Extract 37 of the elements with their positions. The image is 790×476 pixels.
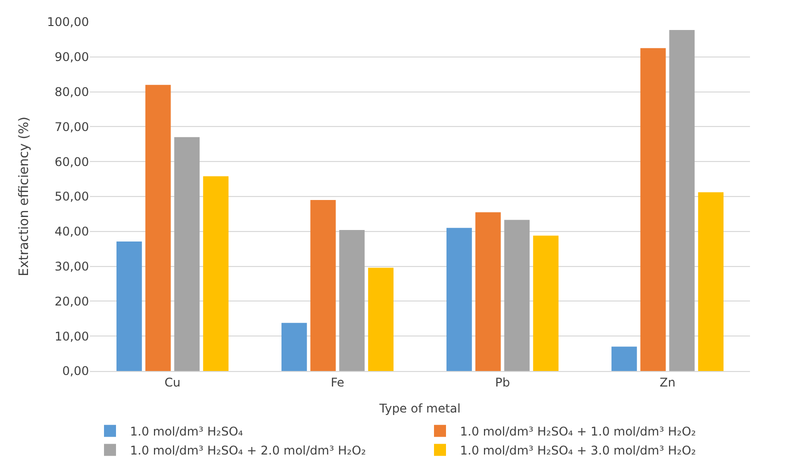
bar (533, 236, 559, 371)
bar (339, 230, 365, 371)
y-tick-label: 90,00 (54, 50, 89, 64)
y-tick-label: 100,00 (47, 15, 89, 30)
x-tick-label: Fe (330, 375, 344, 390)
bar (611, 346, 637, 371)
bar (145, 84, 171, 371)
bar (310, 200, 336, 371)
legend-label: 1.0 mol/dm³ H₂SO₄ + 3.0 mol/dm³ H₂O₂ (460, 444, 696, 458)
y-tick-label: 80,00 (54, 85, 89, 99)
y-tick-label: 70,00 (54, 120, 89, 134)
x-tick-label: Cu (164, 375, 180, 390)
bar (116, 242, 142, 371)
bar (640, 48, 666, 371)
x-axis-title: Type of metal (378, 401, 461, 416)
bar (174, 137, 200, 371)
bar (446, 228, 472, 371)
legend-label: 1.0 mol/dm³ H₂SO₄ + 1.0 mol/dm³ H₂O₂ (460, 424, 696, 439)
bar (368, 268, 394, 371)
legend-label: 1.0 mol/dm³ H₂SO₄ + 2.0 mol/dm³ H₂O₂ (130, 444, 366, 458)
y-tick-label: 60,00 (54, 154, 89, 169)
y-tick-label: 40,00 (54, 224, 89, 239)
bar (281, 322, 307, 371)
bar (203, 176, 229, 371)
x-tick-label: Pb (495, 375, 510, 390)
bar (698, 192, 724, 371)
y-tick-label: 20,00 (54, 294, 89, 308)
x-tick-label: Zn (660, 375, 676, 390)
legend-label: 1.0 mol/dm³ H₂SO₄ (130, 424, 244, 439)
y-tick-label: 30,00 (54, 260, 89, 274)
bar (504, 220, 530, 371)
y-tick-label: 50,00 (54, 190, 89, 204)
y-tick-label: 10,00 (54, 329, 89, 344)
y-tick-label: 0,00 (62, 364, 89, 378)
bar (669, 30, 695, 371)
bar (475, 212, 501, 371)
y-axis-title: Extraction efficiency (%) (16, 116, 32, 276)
